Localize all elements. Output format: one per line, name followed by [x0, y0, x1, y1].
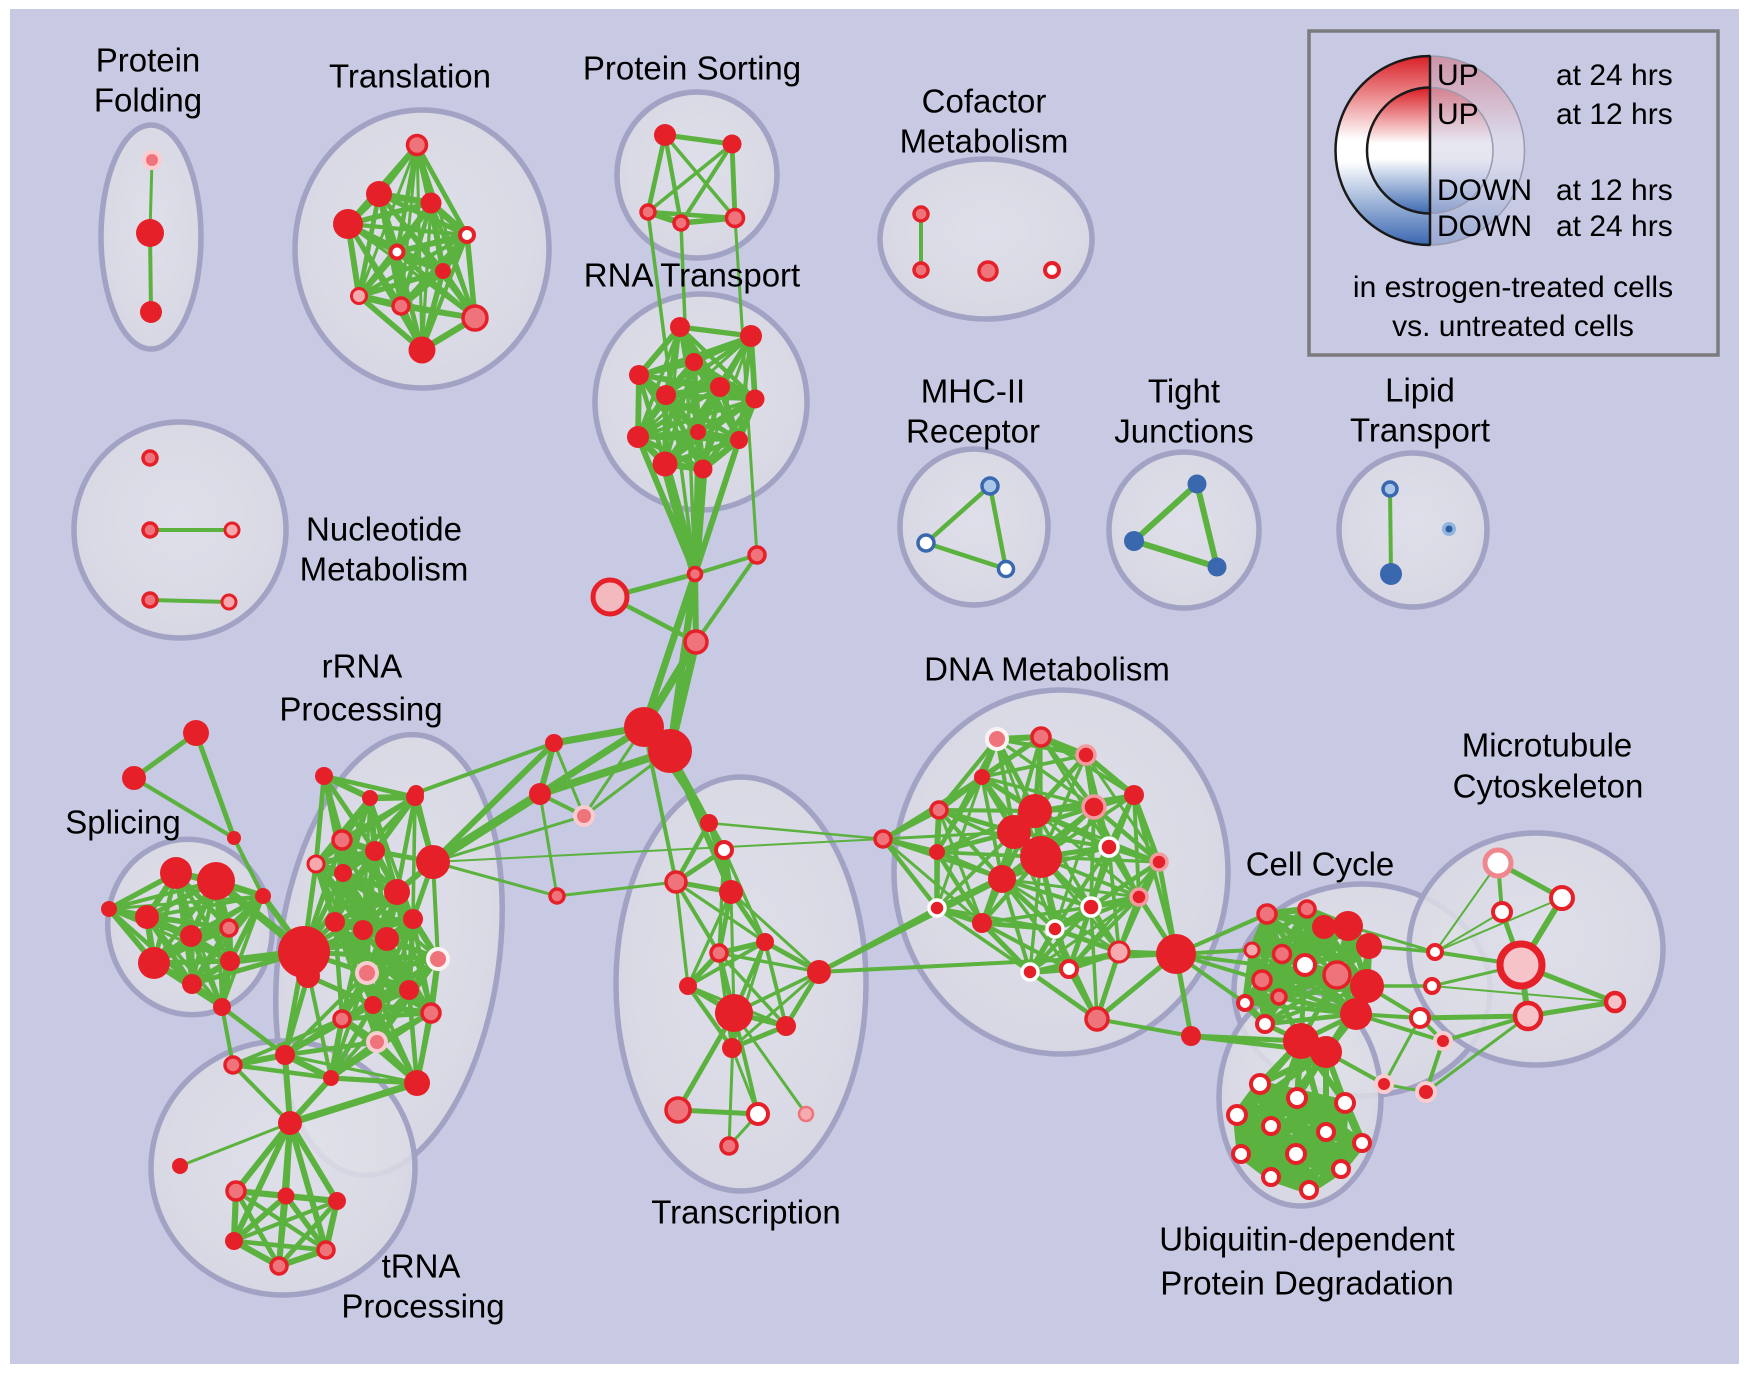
svg-text:at 12 hrs: at 12 hrs	[1556, 174, 1673, 207]
svg-text:Ubiquitin-dependent: Ubiquitin-dependent	[1159, 1221, 1454, 1258]
svg-text:Cytoskeleton: Cytoskeleton	[1453, 768, 1644, 805]
svg-text:Translation: Translation	[329, 58, 491, 95]
svg-text:Receptor: Receptor	[906, 413, 1040, 450]
svg-text:tRNA: tRNA	[382, 1248, 461, 1285]
svg-text:DOWN: DOWN	[1437, 174, 1532, 207]
svg-text:DOWN: DOWN	[1437, 210, 1532, 243]
svg-text:rRNA: rRNA	[322, 648, 403, 685]
svg-text:Junctions: Junctions	[1114, 413, 1253, 450]
svg-text:RNA Transport: RNA Transport	[584, 257, 800, 294]
svg-text:Nucleotide: Nucleotide	[306, 511, 462, 548]
svg-text:Protein Sorting: Protein Sorting	[583, 50, 801, 87]
svg-text:Processing: Processing	[279, 691, 442, 728]
svg-text:Cofactor: Cofactor	[922, 83, 1047, 120]
svg-text:vs. untreated cells: vs. untreated cells	[1392, 310, 1634, 343]
svg-text:Metabolism: Metabolism	[900, 123, 1069, 160]
svg-text:at 12 hrs: at 12 hrs	[1556, 98, 1673, 131]
svg-text:Processing: Processing	[341, 1288, 504, 1325]
svg-text:Microtubule: Microtubule	[1462, 727, 1633, 764]
svg-text:Splicing: Splicing	[65, 804, 181, 841]
svg-text:MHC-II: MHC-II	[921, 373, 1025, 410]
svg-text:Tight: Tight	[1148, 373, 1220, 410]
svg-text:Transport: Transport	[1350, 412, 1490, 449]
svg-text:UP: UP	[1437, 98, 1479, 131]
svg-text:Protein Degradation: Protein Degradation	[1160, 1265, 1454, 1302]
svg-text:DNA Metabolism: DNA Metabolism	[924, 651, 1170, 688]
svg-text:in estrogen-treated cells: in estrogen-treated cells	[1353, 271, 1673, 304]
svg-text:Transcription: Transcription	[651, 1194, 841, 1231]
svg-text:Lipid: Lipid	[1385, 372, 1455, 409]
svg-text:Protein: Protein	[96, 42, 201, 79]
svg-text:at 24 hrs: at 24 hrs	[1556, 210, 1673, 243]
svg-text:Metabolism: Metabolism	[300, 551, 469, 588]
svg-text:Folding: Folding	[94, 82, 202, 119]
svg-text:at 24 hrs: at 24 hrs	[1556, 59, 1673, 92]
svg-text:UP: UP	[1437, 59, 1479, 92]
svg-text:Cell Cycle: Cell Cycle	[1246, 846, 1395, 883]
